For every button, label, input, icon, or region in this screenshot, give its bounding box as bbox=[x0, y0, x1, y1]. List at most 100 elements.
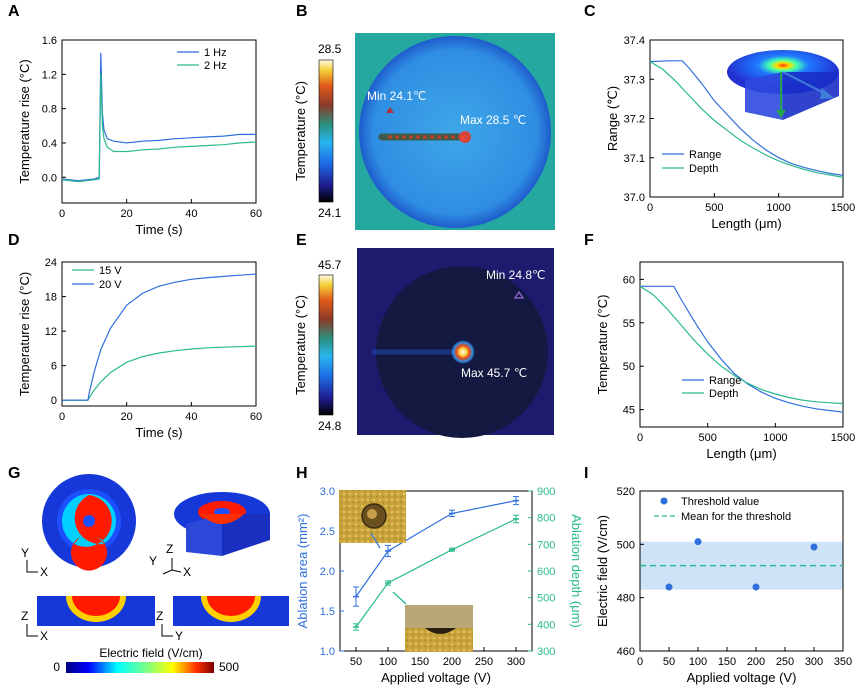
field-colorbar bbox=[66, 662, 214, 673]
legend-label: Range bbox=[689, 149, 721, 161]
colorbar-label: Temperature (°C) bbox=[293, 81, 308, 181]
x-tick-label: 200 bbox=[443, 656, 461, 668]
y-tick-label: 6 bbox=[51, 361, 57, 373]
y-tick-label: 0.4 bbox=[42, 138, 57, 150]
x-tick-label: 1500 bbox=[831, 202, 855, 214]
min-temp-marker bbox=[513, 290, 525, 299]
x-tick-label: 50 bbox=[350, 656, 362, 668]
y-tick-label: 1.5 bbox=[320, 606, 335, 618]
panel-label-g: G bbox=[8, 465, 20, 482]
min-temp-label: Min 24.8℃ bbox=[486, 268, 546, 282]
y-tick-label: 0.8 bbox=[42, 104, 57, 116]
y-tick-label: 2.0 bbox=[320, 566, 335, 578]
electrode-needle bbox=[378, 131, 471, 143]
series-line-depth bbox=[639, 285, 844, 405]
x-tick-label: 0 bbox=[637, 432, 643, 444]
x-tick-label: 1000 bbox=[763, 432, 787, 444]
y-tick-label: 1.2 bbox=[42, 69, 57, 81]
x-axis-label: Time (s) bbox=[135, 222, 182, 237]
y-axis-label: Ablation area (mm²) bbox=[295, 514, 310, 629]
y-tick-label: 12 bbox=[45, 326, 57, 338]
chart-f: 0 500 1000 1500 45 50 55 60 Length (μm) Temperatu… bbox=[595, 261, 855, 461]
panel-e-thermal: 45.7 24.8 Temperature (°C) Min 24.8℃ Max… bbox=[293, 248, 554, 438]
legend-label: Threshold value bbox=[681, 496, 759, 508]
panel-label-e: E bbox=[296, 232, 307, 249]
y-axis-label: Temperature rise (°C) bbox=[17, 272, 32, 396]
panel-h-photo-bottom bbox=[392, 591, 473, 652]
y-tick-label: 60 bbox=[623, 274, 635, 286]
y-tick-label: 37.4 bbox=[624, 35, 645, 47]
legend-label: Depth bbox=[689, 163, 718, 175]
series-line-ablation-depth bbox=[355, 518, 517, 628]
x-tick-label: 0 bbox=[59, 411, 65, 423]
min-temp-label: Min 24.1℃ bbox=[367, 89, 427, 103]
axis-z-letter: Z bbox=[21, 609, 28, 623]
x-axis-label: Length (μm) bbox=[711, 216, 781, 231]
colorbar-label: Temperature (°C) bbox=[293, 295, 308, 395]
legend-label: 15 V bbox=[99, 265, 122, 277]
max-temp-label: Max 28.5 ℃ bbox=[460, 113, 526, 127]
x-tick-label: 300 bbox=[507, 656, 525, 668]
y-tick-label: 37.3 bbox=[624, 74, 645, 86]
x-tick-label: 250 bbox=[776, 656, 794, 668]
y-right-tick-label: 300 bbox=[537, 646, 555, 658]
panel-label-a: A bbox=[8, 3, 20, 20]
y-axis-label: Temperature rise (°C) bbox=[17, 59, 32, 183]
series-line-range bbox=[640, 285, 844, 413]
x-axis-label: Applied voltage (V) bbox=[381, 670, 491, 685]
x-tick-label: 1500 bbox=[831, 432, 855, 444]
x-tick-label: 40 bbox=[185, 208, 197, 220]
y-tick-label: 24 bbox=[45, 257, 57, 269]
x-tick-label: 500 bbox=[698, 432, 716, 444]
x-axis-label: Applied voltage (V) bbox=[687, 670, 797, 685]
chart-h: 50 100 150 200 250 300 1.0 1.5 2.0 2.5 3.0 300 400 50… bbox=[295, 486, 584, 685]
x-tick-label: 0 bbox=[647, 202, 653, 214]
panel-label-d: D bbox=[8, 232, 20, 249]
panel-label-b: B bbox=[296, 3, 308, 20]
y-axis-label: Temperature (°C) bbox=[595, 295, 610, 395]
plot-frame bbox=[61, 39, 257, 204]
y-tick-label: 3.0 bbox=[320, 486, 335, 498]
colorbar-min: 24.8 bbox=[318, 419, 342, 433]
data-point bbox=[665, 583, 673, 591]
x-tick-label: 50 bbox=[663, 656, 675, 668]
axis-y-letter: Y bbox=[149, 554, 157, 568]
y-right-tick-label: 400 bbox=[537, 619, 555, 631]
x-tick-label: 60 bbox=[250, 208, 262, 220]
y-tick-label: 520 bbox=[617, 486, 635, 498]
y-right-tick-label: 700 bbox=[537, 539, 555, 551]
x-tick-label: 100 bbox=[379, 656, 397, 668]
axes-top-left bbox=[26, 560, 38, 573]
max-temp-marker: × bbox=[460, 133, 466, 144]
chart-a: 0 20 40 60 0.0 0.4 0.8 1.2 1.6 Time (s) Temperatur… bbox=[17, 35, 262, 237]
panel-c-inset-model bbox=[727, 50, 839, 120]
legend-label: Depth bbox=[709, 388, 738, 400]
axis-z-letter: Z bbox=[156, 609, 163, 623]
panel-h-photo-top bbox=[339, 490, 406, 549]
x-tick-label: 150 bbox=[718, 656, 736, 668]
legend-marker bbox=[660, 497, 668, 505]
axis-z-letter: Z bbox=[166, 542, 173, 556]
thermal-colorbar bbox=[318, 59, 334, 203]
x-tick-label: 300 bbox=[805, 656, 823, 668]
y-tick-label: 500 bbox=[617, 539, 635, 551]
series-line-ablation-area bbox=[355, 500, 517, 597]
data-point bbox=[752, 583, 760, 591]
y-tick-label: 1.0 bbox=[320, 646, 335, 658]
y-right-tick-label: 800 bbox=[537, 513, 555, 525]
chart-d: 0 20 40 60 0 6 12 18 24 Time (s) Temperature rise … bbox=[17, 257, 262, 440]
field-colorbar-min: 0 bbox=[53, 660, 60, 674]
x-tick-label: 0 bbox=[59, 208, 65, 220]
axes-top-right bbox=[162, 558, 182, 575]
legend-label: 20 V bbox=[99, 279, 122, 291]
field-colorbar-label: Electric field (V/cm) bbox=[99, 646, 202, 660]
x-tick-label: 250 bbox=[475, 656, 493, 668]
axis-x-letter: X bbox=[183, 565, 191, 579]
axes-bottom-right bbox=[161, 624, 173, 637]
legend-label: 2 Hz bbox=[204, 60, 227, 72]
x-tick-label: 60 bbox=[250, 411, 262, 423]
colorbar-max: 45.7 bbox=[318, 258, 342, 272]
chart-i: 0 50 100 150 200 250 300 350 460 480 500 520 Applied… bbox=[595, 486, 852, 685]
y-tick-label: 55 bbox=[623, 318, 635, 330]
panel-g-simulation: Y X Z Y X Z X Z Y Electric field (V/cm) … bbox=[21, 474, 289, 674]
